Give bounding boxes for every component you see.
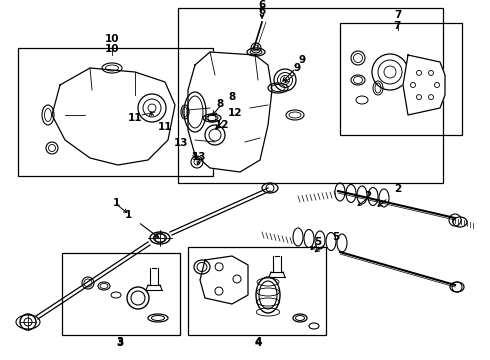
Text: 1: 1 (125, 210, 132, 220)
Text: 5: 5 (332, 232, 339, 242)
Bar (340, 23, 462, 135)
Text: 10: 10 (105, 34, 119, 44)
Text: 13: 13 (192, 152, 206, 162)
Text: 5: 5 (315, 237, 321, 247)
Text: 6: 6 (258, 6, 266, 16)
Text: 9: 9 (294, 63, 300, 73)
Text: 8: 8 (217, 99, 223, 109)
Text: 12: 12 (228, 108, 243, 118)
Text: 8: 8 (228, 92, 235, 102)
Text: 11: 11 (158, 122, 172, 132)
Text: 4: 4 (254, 337, 262, 347)
Polygon shape (200, 256, 248, 304)
Text: 6: 6 (258, 0, 266, 10)
Text: 12: 12 (215, 120, 229, 130)
Text: 7: 7 (393, 21, 401, 31)
Text: 3: 3 (117, 338, 123, 348)
Bar (188, 247, 326, 335)
Bar (178, 8, 443, 183)
Text: 11: 11 (128, 113, 142, 123)
Text: 2: 2 (365, 191, 371, 201)
Polygon shape (188, 52, 272, 172)
Text: 2: 2 (394, 184, 401, 194)
Bar (18, 48, 213, 176)
Text: 1: 1 (112, 198, 120, 208)
Polygon shape (52, 68, 175, 165)
Text: 10: 10 (105, 44, 119, 54)
Text: 3: 3 (117, 337, 123, 347)
Polygon shape (403, 55, 445, 115)
Text: 4: 4 (254, 338, 262, 348)
Bar (62, 253, 180, 335)
Text: 9: 9 (298, 55, 306, 65)
Text: 7: 7 (394, 10, 402, 20)
Text: 13: 13 (173, 138, 188, 148)
